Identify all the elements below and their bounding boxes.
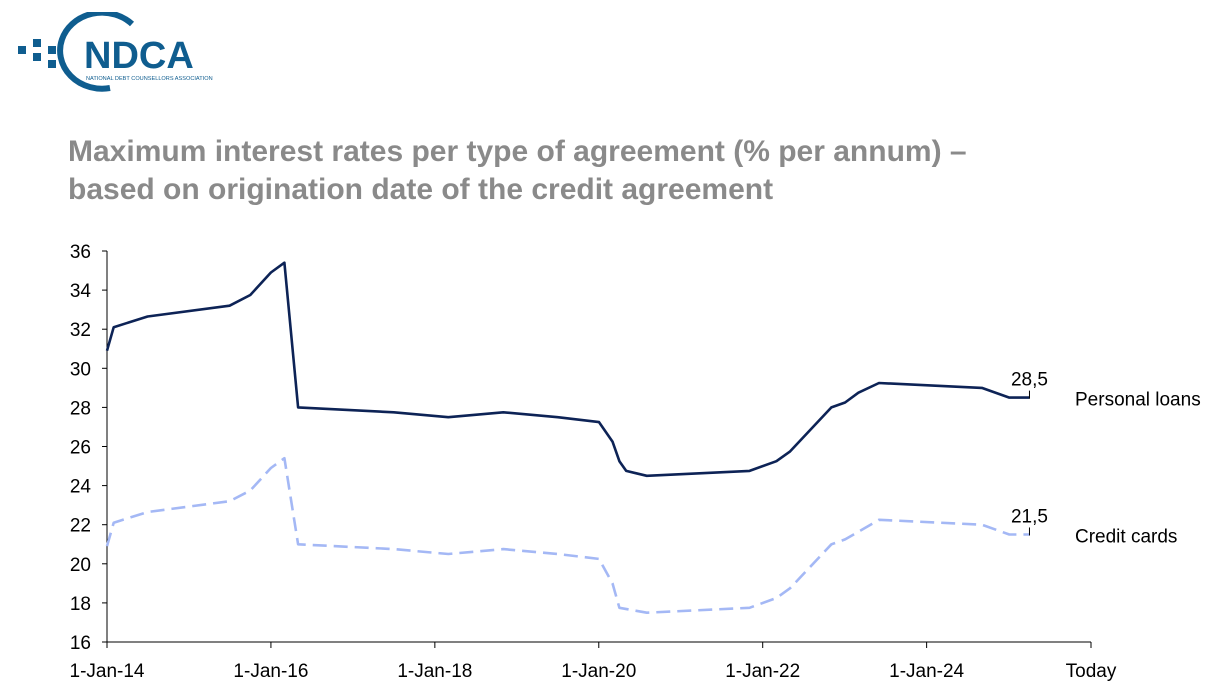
y-tick-label: 28 xyxy=(70,398,91,419)
series-label: Personal loans xyxy=(1075,390,1201,411)
ndca-logo: NDCA NATIONAL DEBT COUNSELLORS ASSOCIATI… xyxy=(14,9,229,92)
x-tick-label: 1-Jan-20 xyxy=(561,661,636,682)
x-tick-label: 1-Jan-18 xyxy=(397,661,472,682)
y-tick-label: 30 xyxy=(70,359,91,380)
x-tick-label: Today xyxy=(1066,661,1117,682)
x-tick-label: 1-Jan-24 xyxy=(889,661,964,682)
series-line-credit-cards xyxy=(105,456,1030,614)
y-tick-label: 26 xyxy=(70,438,91,459)
end-value-label: 28,5 xyxy=(1011,370,1048,391)
end-value-label: 21,5 xyxy=(1011,506,1048,527)
y-tick-label: 36 xyxy=(70,242,91,263)
y-tick-label: 20 xyxy=(70,555,91,576)
y-tick-label: 34 xyxy=(70,281,92,302)
series-label: Credit cards xyxy=(1075,526,1177,547)
ndca-logo-mark: NDCA NATIONAL DEBT COUNSELLORS ASSOCIATI… xyxy=(18,9,213,92)
y-tick-label: 22 xyxy=(70,516,91,537)
x-tick-label: 1-Jan-22 xyxy=(725,661,800,682)
logo-tagline: NATIONAL DEBT COUNSELLORS ASSOCIATION xyxy=(86,76,213,82)
chart-title-line1: Maximum interest rates per type of agree… xyxy=(68,135,967,168)
y-tick-label: 24 xyxy=(70,477,92,498)
chart-title-line2: based on origination date of the credit … xyxy=(68,173,774,206)
y-tick-label: 32 xyxy=(70,320,91,341)
chart-title: Maximum interest rates per type of agree… xyxy=(68,133,967,209)
x-tick-label: 1-Jan-16 xyxy=(233,661,308,682)
series-line-personal-loans xyxy=(105,261,1030,478)
x-tick-label: 1-Jan-14 xyxy=(70,661,145,682)
y-tick-label: 18 xyxy=(70,594,91,615)
y-tick-label: 16 xyxy=(70,633,91,654)
logo-name: NDCA xyxy=(84,35,194,77)
